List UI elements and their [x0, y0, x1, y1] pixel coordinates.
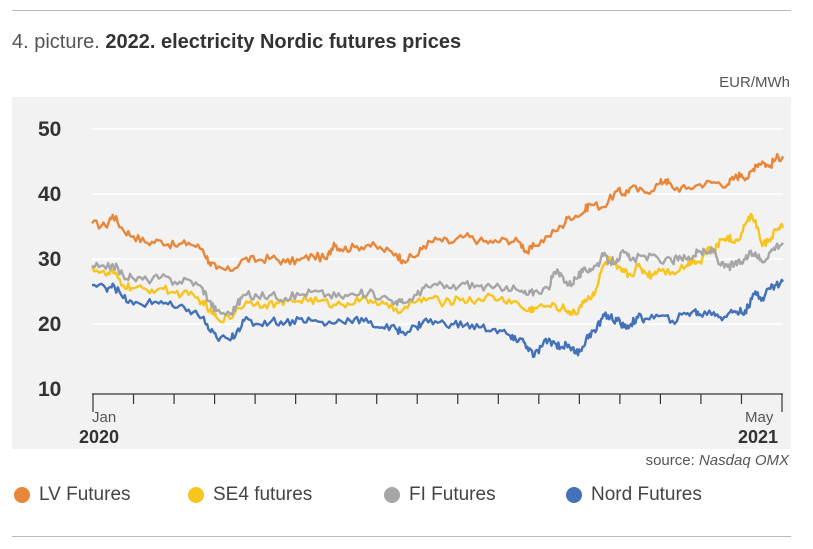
plot-background	[12, 97, 791, 449]
legend-label: FI Futures	[409, 484, 496, 505]
x-label-end-month: May	[745, 409, 774, 426]
legend-swatch	[384, 487, 400, 503]
y-tick-10: 10	[38, 378, 61, 401]
chart-title: 4. picture. 2022. electricity Nordic fut…	[12, 31, 461, 54]
legend-item-lv-futures: LV Futures	[14, 484, 131, 506]
legend-item-fi-futures: FI Futures	[384, 484, 496, 506]
legend: LV Futures SE4 futures FI Futures Nord Futu…	[14, 484, 794, 510]
legend-label: Nord Futures	[591, 484, 702, 505]
x-label-start-month: Jan	[92, 409, 116, 426]
source-note: source: Nasdaq OMX	[646, 452, 789, 469]
series-line-se4-futures	[90, 212, 785, 324]
bottom-divider	[12, 536, 791, 537]
y-tick-20: 20	[38, 313, 61, 336]
series-lines	[90, 152, 785, 359]
legend-item-nord-futures: Nord Futures	[566, 484, 702, 506]
x-label-start-year: 2020	[79, 427, 119, 447]
legend-item-se4-futures: SE4 futures	[188, 484, 312, 506]
y-tick-50: 50	[38, 118, 61, 141]
legend-label: LV Futures	[39, 484, 131, 505]
legend-swatch	[188, 487, 204, 503]
series-line-nord-futures	[92, 278, 785, 359]
series-line-fi-futures	[91, 242, 784, 317]
legend-swatch	[14, 487, 30, 503]
legend-swatch	[566, 487, 582, 503]
grid-lines	[92, 128, 783, 325]
legend-label: SE4 futures	[213, 484, 313, 505]
source-label: source:	[645, 452, 695, 469]
x-axis	[92, 393, 783, 412]
source-name: Nasdaq OMX	[698, 452, 789, 469]
title-prefix: 4. picture.	[12, 31, 100, 53]
unit-label: EUR/MWh	[719, 74, 790, 91]
y-tick-labels: 10 20 30 40 50	[38, 118, 61, 401]
y-tick-40: 40	[38, 183, 61, 206]
x-tick-labels: Jan 2020 May 2021	[79, 409, 778, 447]
x-label-end-year: 2021	[738, 427, 778, 447]
top-divider	[12, 10, 791, 11]
series-line-lv-futures	[91, 152, 785, 272]
title-main: 2022. electricity Nordic futures prices	[105, 31, 462, 53]
y-tick-30: 30	[38, 248, 61, 271]
